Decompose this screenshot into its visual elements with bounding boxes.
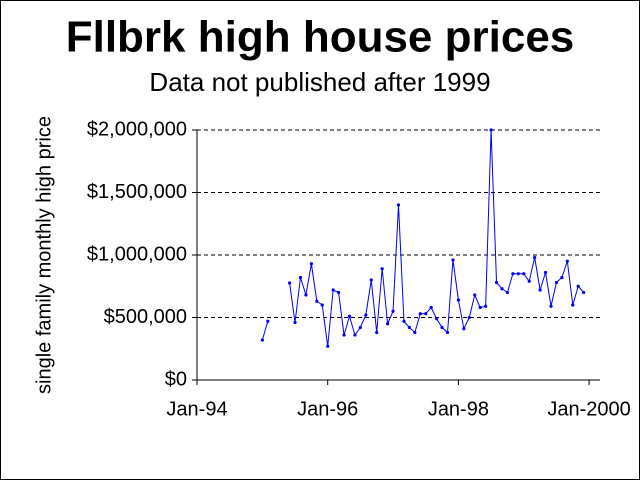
data-point (293, 320, 297, 325)
x-tick-label: Jan-98 (428, 398, 489, 420)
data-point (582, 290, 586, 295)
data-point (511, 272, 515, 276)
data-point (304, 293, 308, 297)
data-point (478, 305, 482, 310)
data-point (494, 280, 499, 285)
data-point (260, 338, 264, 342)
data-point (527, 279, 531, 283)
data-point (386, 322, 390, 326)
data-point (326, 344, 330, 348)
data-point (462, 327, 466, 331)
data-point (424, 312, 428, 316)
data-point (571, 303, 575, 307)
data-point (451, 258, 455, 262)
data-point (489, 128, 493, 132)
y-tick-label: $0 (165, 368, 187, 390)
data-point (287, 281, 292, 285)
data-point (533, 255, 537, 260)
data-point (576, 284, 580, 288)
y-tick-label: $1,000,000 (87, 243, 187, 265)
data-point (418, 312, 422, 316)
data-point (554, 280, 559, 285)
data-point (331, 288, 335, 292)
data-point (505, 290, 510, 295)
data-point (407, 325, 411, 330)
data-point (445, 330, 450, 335)
data-point (396, 203, 401, 207)
data-point (380, 267, 384, 271)
data-point (429, 305, 433, 310)
chart-subtitle: Data not published after 1999 (149, 67, 490, 97)
data-point (549, 304, 553, 308)
data-point (522, 272, 526, 276)
data-point (467, 315, 471, 320)
data-point (309, 262, 313, 266)
y-tick-label: $1,500,000 (87, 181, 187, 203)
data-point (315, 299, 319, 303)
y-tick-label: $500,000 (104, 306, 187, 328)
data-point (375, 330, 379, 335)
y-tick-label: $2,000,000 (87, 118, 187, 140)
data-point (320, 303, 324, 307)
data-point (298, 275, 303, 280)
y-axis-label: single family monthly high price (33, 116, 55, 394)
x-tick-label: Jan-94 (166, 398, 227, 420)
data-point (473, 293, 477, 297)
data-point (342, 333, 346, 337)
data-point (565, 259, 569, 263)
data-point (500, 287, 504, 291)
data-point (413, 330, 417, 335)
chart-title: Fllbrk high house prices (66, 13, 575, 62)
data-point (516, 272, 520, 276)
data-point (543, 270, 548, 275)
data-point (391, 309, 395, 313)
data-point (538, 288, 542, 292)
data-point (484, 304, 488, 308)
x-tick-label: Jan-96 (297, 398, 358, 420)
data-point (364, 313, 368, 317)
data-point (266, 319, 270, 323)
x-tick-label: Jan-2000 (547, 398, 630, 420)
data-point (347, 314, 352, 318)
data-point (456, 298, 461, 302)
data-point (560, 275, 564, 280)
data-point (336, 290, 341, 295)
data-point (353, 333, 357, 337)
data-point (358, 325, 362, 330)
data-point (440, 325, 444, 330)
data-point (369, 278, 373, 282)
data-point (402, 319, 406, 323)
data-point (435, 317, 439, 321)
